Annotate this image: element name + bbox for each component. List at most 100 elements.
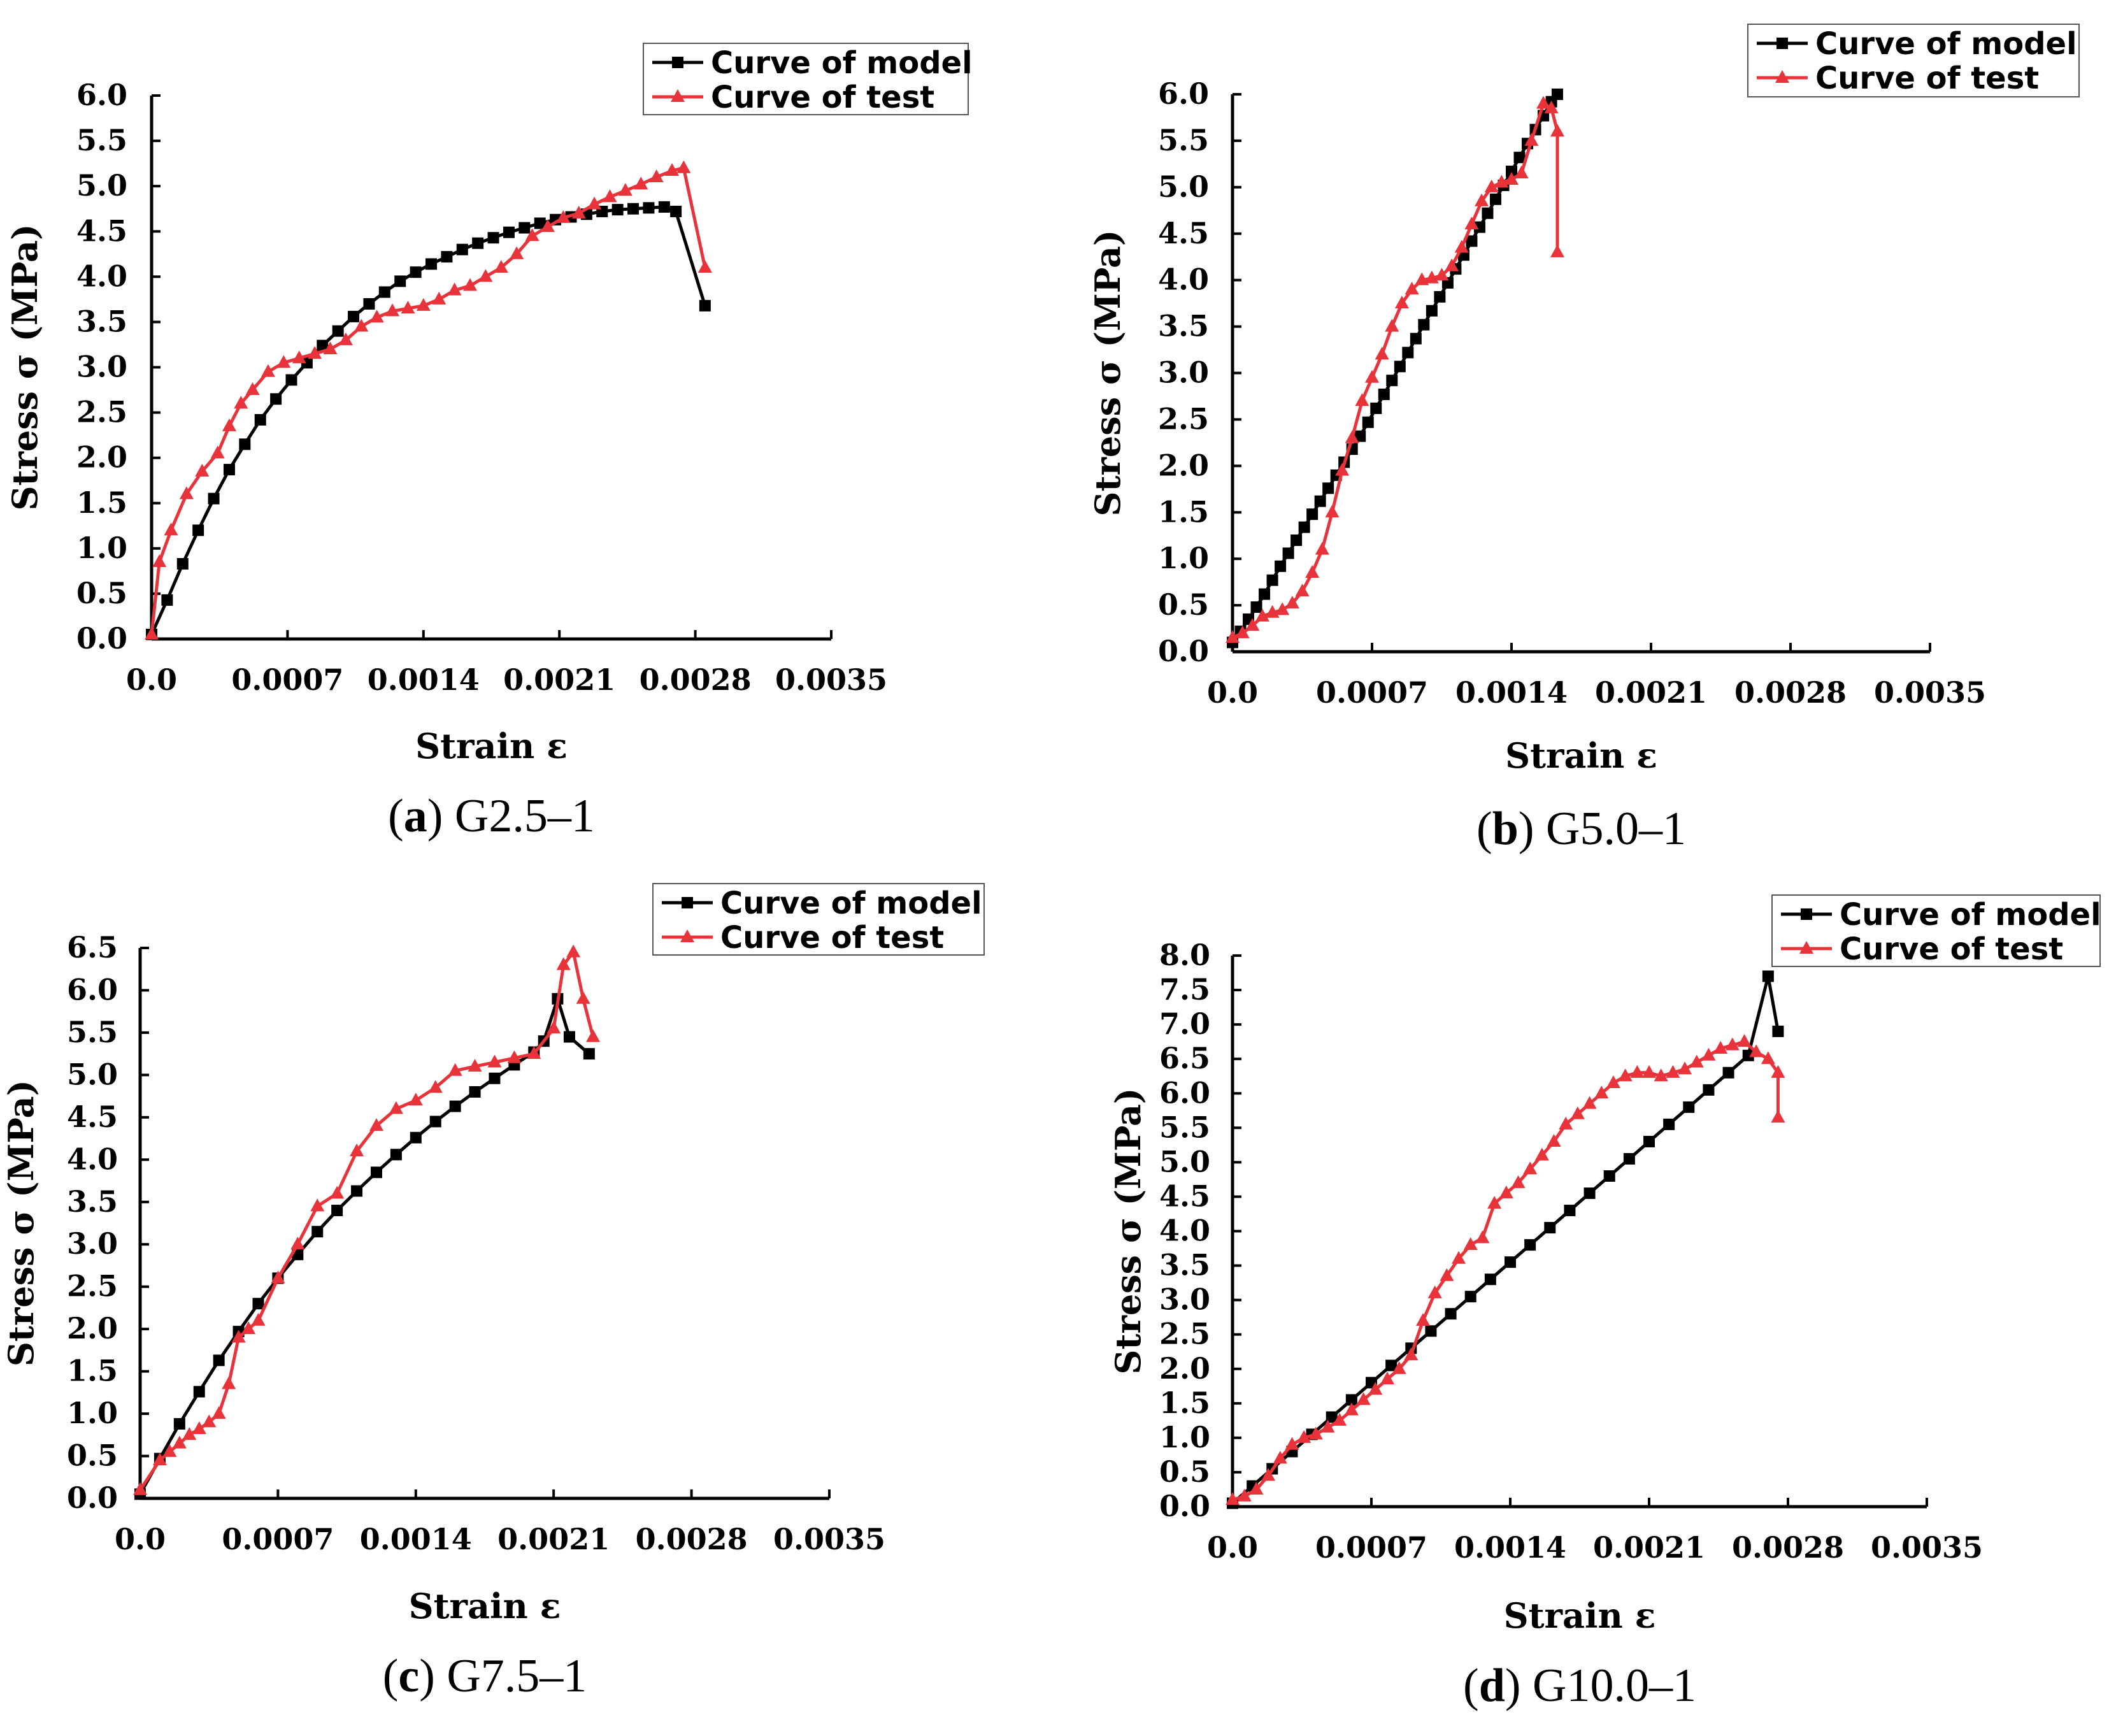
data-point (211, 1406, 226, 1419)
data-point (1722, 1066, 1734, 1079)
panel-caption: (c) G7.5–1 (383, 1650, 587, 1702)
data-point (1487, 1196, 1502, 1209)
data-point (292, 350, 306, 364)
y-tick-label: 3.0 (76, 350, 127, 384)
data-point (1415, 272, 1429, 285)
series-test (1226, 1034, 1785, 1505)
data-point (270, 393, 282, 405)
data-point (1523, 1161, 1538, 1175)
data-point (1603, 1170, 1615, 1182)
data-point (1255, 608, 1269, 622)
data-point (1463, 1237, 1478, 1251)
y-tick-label: 5.5 (1158, 123, 1209, 157)
data-point (1551, 89, 1563, 100)
y-tick-label: 1.5 (1158, 494, 1209, 529)
data-point (1464, 217, 1479, 230)
y-tick-label: 7.5 (1159, 972, 1210, 1007)
data-point (1275, 602, 1290, 615)
data-point (1749, 1044, 1764, 1058)
data-point (1415, 1313, 1430, 1326)
data-point (1325, 505, 1340, 518)
data-point (1524, 1239, 1536, 1251)
data-point (394, 275, 406, 287)
data-point (1368, 1382, 1383, 1395)
y-tick-label: 2.5 (67, 1269, 118, 1303)
y-tick-label: 2.5 (76, 395, 127, 429)
data-point (448, 1063, 462, 1076)
data-point (576, 991, 590, 1004)
data-point (1642, 1065, 1656, 1078)
caption-letter: b (1492, 803, 1519, 855)
legend-label: Curve of test (1840, 931, 2063, 967)
x-tick-label: 0.0035 (1871, 1530, 1983, 1565)
x-axis-title: Strain ε (1505, 735, 1657, 776)
data-point (410, 1131, 422, 1144)
data-point (1683, 1101, 1695, 1113)
data-point (1544, 1222, 1556, 1234)
data-point (627, 203, 640, 215)
data-point (1394, 361, 1406, 373)
data-point (1315, 542, 1329, 555)
data-point (351, 1185, 363, 1197)
x-tick-label: 0.0028 (640, 663, 752, 697)
legend-label: Curve of test (720, 920, 944, 956)
data-point (231, 1330, 246, 1343)
y-tick-label: 1.0 (76, 531, 127, 565)
data-point (1354, 430, 1366, 442)
data-point (1402, 347, 1414, 359)
data-point (1514, 165, 1529, 178)
data-point (1654, 1068, 1668, 1082)
data-point (1226, 630, 1240, 643)
data-point (241, 1321, 256, 1335)
data-point (195, 463, 210, 477)
data-point (162, 1444, 177, 1457)
y-tick-label: 1.0 (1158, 541, 1209, 575)
x-axis-title: Strain ε (409, 1586, 561, 1626)
y-tick-label: 1.5 (67, 1354, 118, 1388)
y-tick-label: 0.0 (1159, 1489, 1210, 1523)
y-tick-label: 3.5 (67, 1184, 118, 1219)
y-tick-label: 1.5 (1159, 1386, 1210, 1420)
x-tick-label: 0.0007 (222, 1522, 334, 1556)
data-point (1356, 1392, 1371, 1405)
data-point (1445, 1308, 1457, 1320)
legend-label: Curve of model (1815, 26, 2077, 62)
data-point (1375, 347, 1389, 360)
data-point (670, 205, 682, 217)
data-point (618, 183, 633, 196)
legend-triangle-icon (1775, 70, 1789, 83)
legend-box (643, 43, 969, 115)
y-tick-label: 1.0 (67, 1396, 118, 1430)
data-point (330, 1186, 345, 1199)
data-point (1524, 133, 1539, 146)
legend-square-icon (1801, 908, 1812, 920)
data-point (611, 204, 624, 216)
data-point (1266, 574, 1278, 586)
data-point (254, 413, 266, 426)
data-point (1308, 1426, 1323, 1440)
data-point (1250, 601, 1262, 613)
data-point (1505, 172, 1519, 185)
caption-paren-open: ( (388, 790, 404, 842)
x-axis-title: Strain ε (1504, 1595, 1656, 1636)
data-point (1454, 240, 1469, 253)
data-point (1345, 430, 1359, 443)
data-point (1306, 508, 1319, 520)
data-point (323, 341, 338, 355)
y-tick-label: 2.0 (67, 1311, 118, 1345)
y-tick-label: 5.5 (76, 123, 127, 157)
data-point (1737, 1034, 1752, 1047)
x-tick-label: 0.0014 (1455, 675, 1568, 710)
data-point (1445, 258, 1459, 271)
data-point (432, 291, 447, 305)
data-point (1643, 1135, 1655, 1147)
data-point (1322, 482, 1334, 494)
chart-panel-d: 0.00.51.01.52.02.53.03.54.04.55.05.56.06… (1108, 894, 2101, 1712)
data-point (1725, 1037, 1740, 1051)
data-point (456, 243, 468, 255)
caption-letter: d (1479, 1660, 1505, 1712)
y-tick-label: 5.5 (1159, 1110, 1210, 1144)
